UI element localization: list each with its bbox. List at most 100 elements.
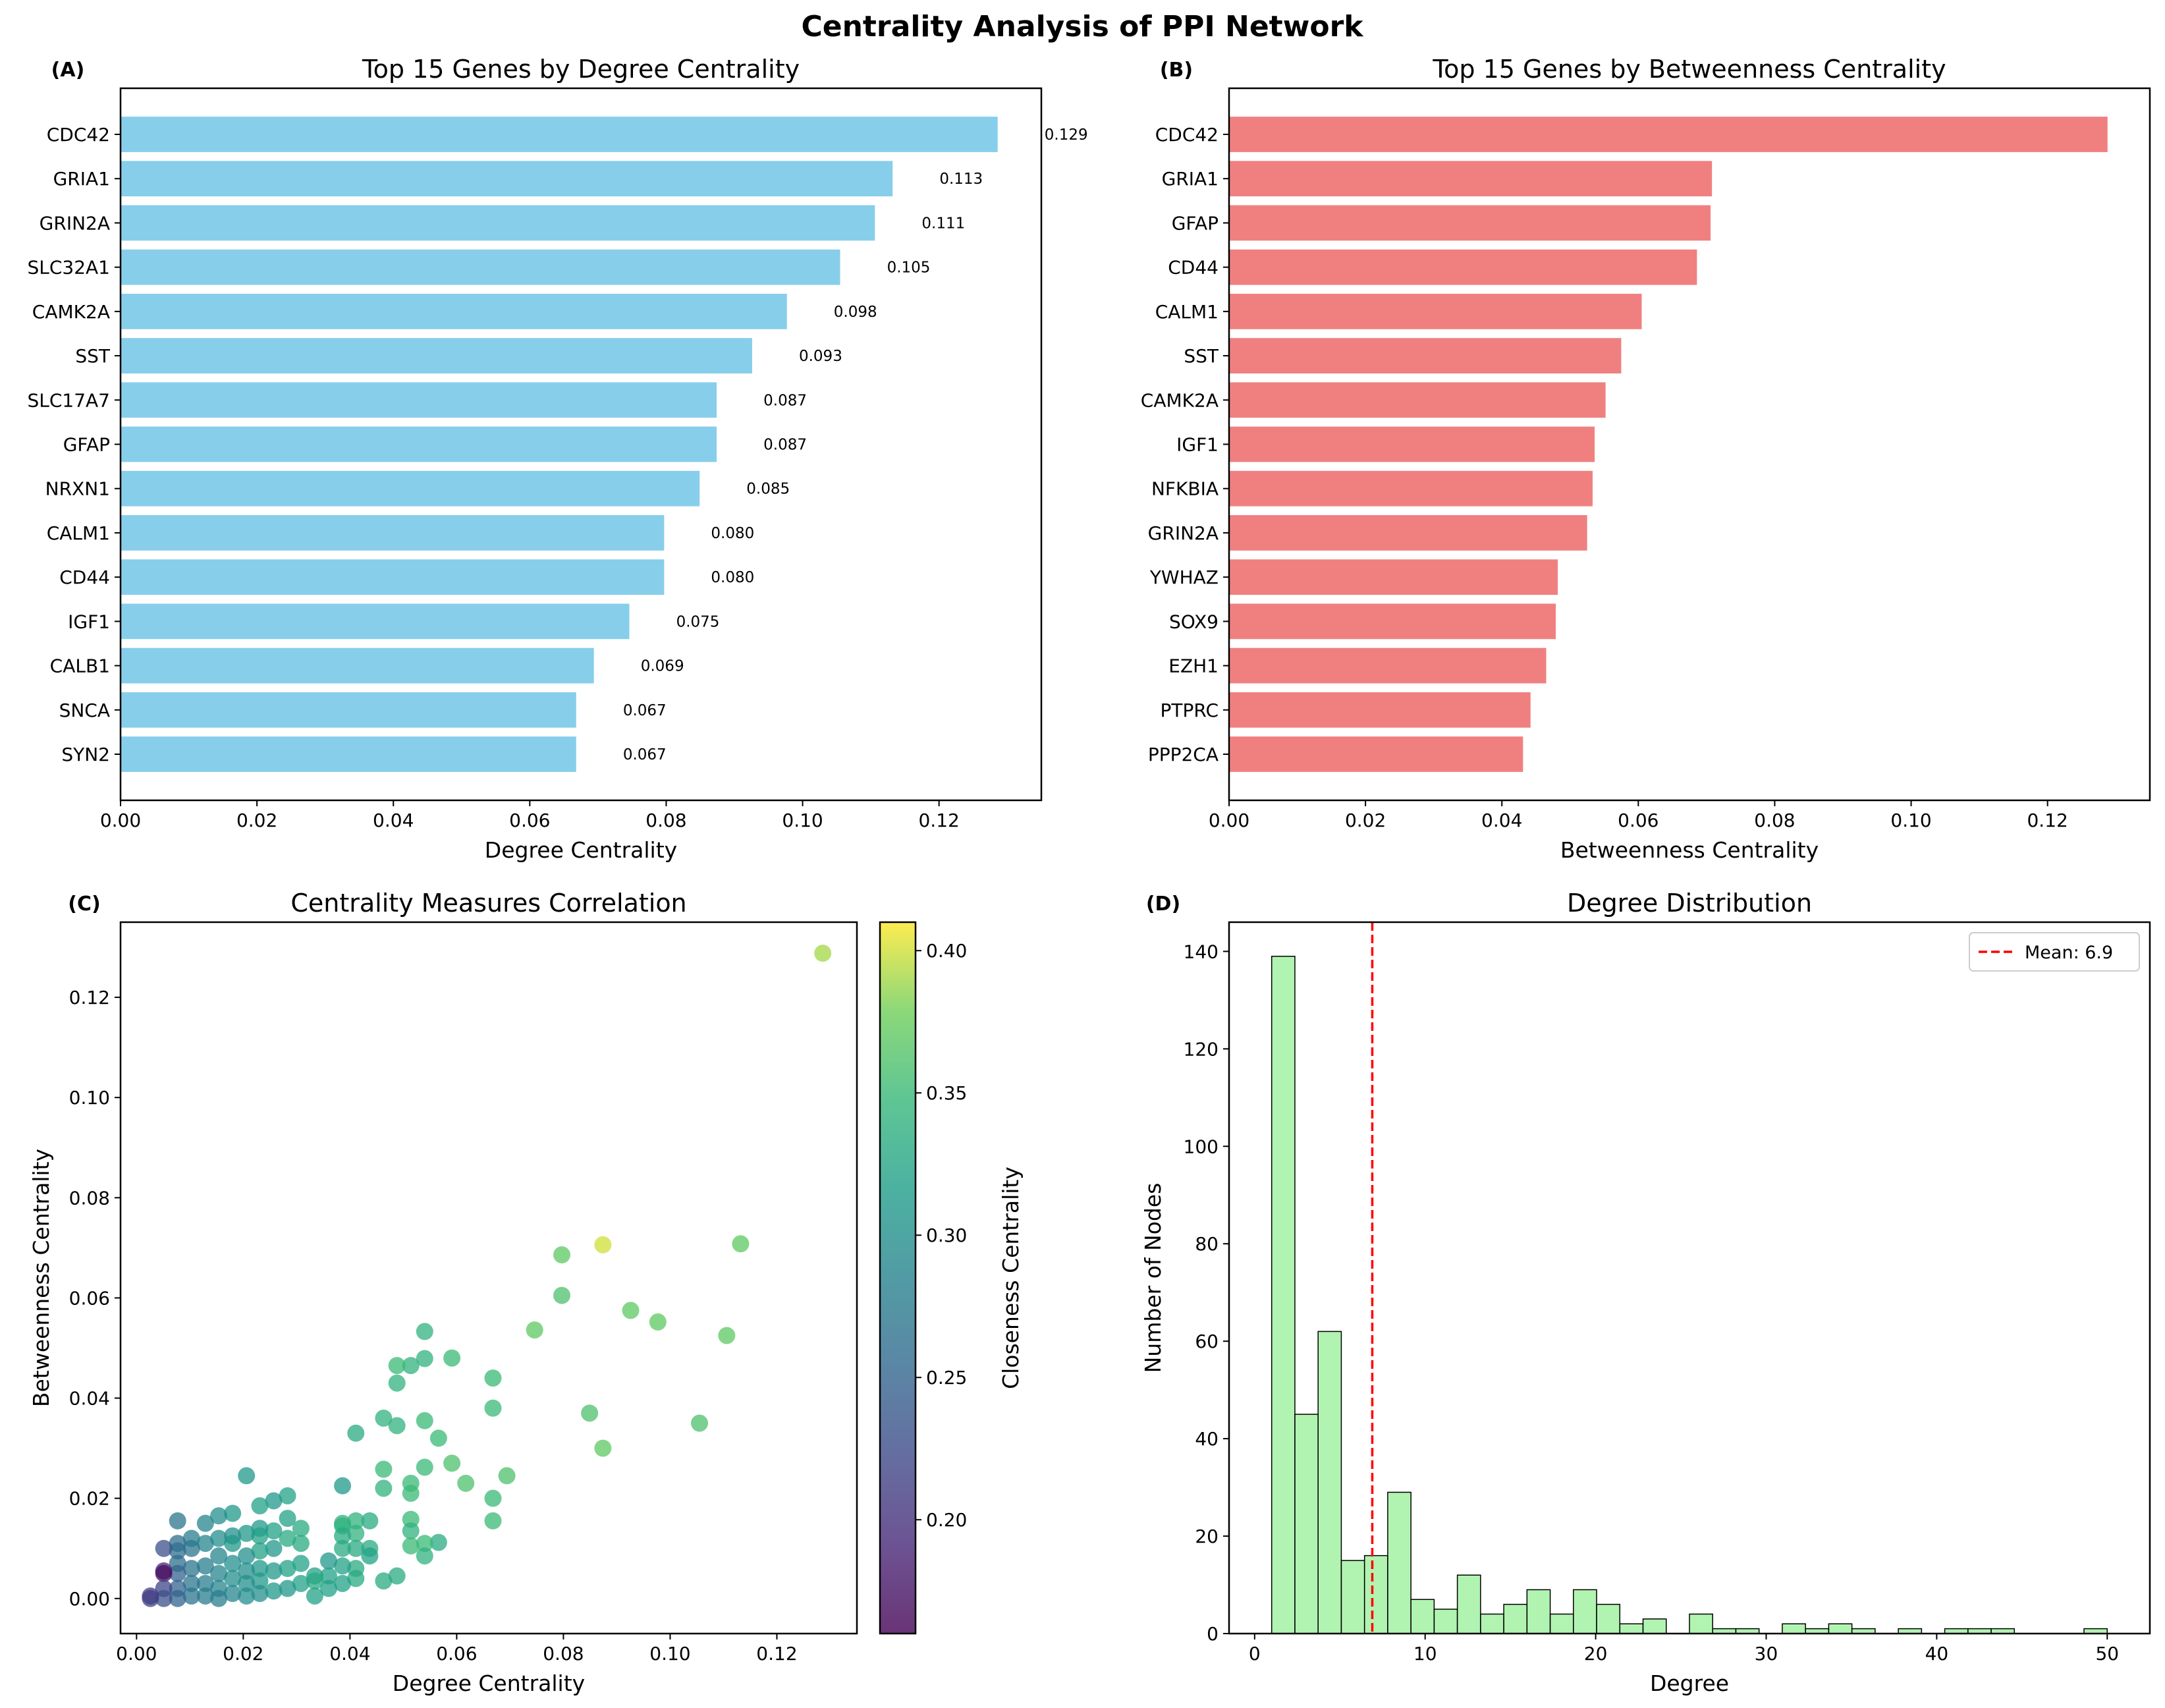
scatter-point	[279, 1560, 296, 1578]
scatter-point	[292, 1574, 310, 1592]
scatter-point	[375, 1409, 393, 1427]
scatter-point	[347, 1539, 365, 1557]
x-tick-label: 0.06	[436, 1643, 477, 1665]
scatter-point	[581, 1404, 599, 1422]
category-label: PTPRC	[1161, 700, 1219, 721]
category-label: GRIA1	[1162, 168, 1219, 190]
histogram-bar	[1410, 1599, 1435, 1634]
category-label: SLC32A1	[27, 257, 110, 279]
scatter-point	[484, 1489, 502, 1507]
panel-c-scatter-plot: 0.00 0.02 0.04 0.06 0.08 0.10 0.12 0.00 0.02 0.04…	[28, 889, 1024, 1696]
scatter-point	[169, 1564, 186, 1582]
x-tick-label: 0.12	[756, 1643, 797, 1665]
x-axis-label: Degree Centrality	[393, 1670, 585, 1696]
scatter-point	[251, 1542, 269, 1560]
axes-frame	[119, 87, 1043, 802]
histogram-bar	[1433, 1609, 1458, 1634]
scatter-point	[319, 1567, 337, 1585]
scatter-point	[196, 1557, 214, 1575]
scatter-point	[334, 1539, 352, 1557]
bar	[1229, 338, 1622, 373]
scatter-point	[649, 1313, 667, 1331]
scatter-point	[498, 1467, 516, 1485]
bar-value-label: 0.080	[711, 569, 754, 586]
scatter-point	[196, 1535, 214, 1553]
legend-label: Mean: 6.9	[2025, 943, 2113, 963]
y-tick-label: 0.10	[69, 1087, 110, 1109]
scatter-point	[169, 1542, 186, 1560]
colorbar-label: Closeness Centrality	[998, 1167, 1024, 1389]
scatter-point	[402, 1537, 420, 1555]
panel-label: (C)	[68, 893, 100, 916]
category-label: GFAP	[63, 434, 110, 456]
scatter-point	[142, 1587, 159, 1605]
scatter-point	[594, 1439, 612, 1457]
histogram-bar	[1642, 1618, 1667, 1634]
category-label: CAMK2A	[1141, 389, 1219, 411]
colorbar-tick-label: 0.30	[926, 1225, 967, 1246]
scatter-point	[347, 1424, 365, 1442]
category-label: PPP2CA	[1148, 744, 1219, 765]
category-label: SST	[75, 345, 111, 367]
scatter-point	[182, 1539, 200, 1557]
category-label: IGF1	[1176, 434, 1219, 456]
scatter-point	[416, 1535, 433, 1553]
bar	[1229, 559, 1558, 595]
x-axis-label: Degree Centrality	[485, 837, 677, 863]
bar	[121, 736, 576, 772]
category-label: GRIA1	[53, 168, 110, 190]
category-label: SST	[1184, 345, 1219, 367]
bar	[121, 382, 717, 418]
category-label: CDC42	[47, 124, 110, 146]
bar-value-label: 0.067	[623, 702, 667, 719]
panel-label: (A)	[51, 59, 85, 82]
bar	[121, 559, 665, 595]
bar-value-label: 0.085	[746, 481, 790, 498]
colorbar-tick-label: 0.20	[926, 1509, 967, 1531]
bar-value-label: 0.080	[711, 525, 754, 542]
bar	[1229, 293, 1642, 329]
bar	[1229, 647, 1547, 684]
x-tick-label: 0.02	[236, 810, 277, 831]
bar	[1229, 382, 1606, 418]
category-label: SLC17A7	[27, 389, 110, 411]
bar	[1229, 692, 1531, 728]
x-tick-label: 0.06	[509, 810, 550, 831]
scatter-point	[238, 1574, 256, 1592]
histogram-bar	[1619, 1623, 1644, 1634]
histogram-bar	[1456, 1574, 1481, 1634]
scatter-point	[347, 1570, 365, 1587]
scatter-point	[375, 1479, 393, 1497]
x-tick-label: 0.04	[373, 810, 414, 831]
scatter-point	[553, 1286, 570, 1304]
scatter-point	[388, 1374, 406, 1392]
scatter-point	[238, 1467, 256, 1485]
scatter-point	[210, 1564, 228, 1582]
scatter-point	[155, 1564, 173, 1582]
scatter-point	[526, 1321, 543, 1339]
y-axis-label: Betweenness Centrality	[28, 1149, 54, 1407]
scatter-point	[484, 1369, 502, 1387]
x-tick-label: 0	[1249, 1643, 1261, 1665]
scatter-point	[182, 1587, 200, 1605]
scatter-point	[251, 1497, 269, 1515]
bar-value-label: 0.098	[834, 304, 877, 321]
scatter-point	[265, 1492, 283, 1510]
x-tick-label: 0.08	[645, 810, 686, 831]
bar	[121, 338, 752, 373]
category-label: SOX9	[1169, 611, 1219, 632]
scatter-point	[416, 1547, 433, 1565]
category-label: CAMK2A	[32, 301, 110, 323]
bar	[1229, 426, 1595, 462]
panel-title: Degree Distribution	[1567, 889, 1812, 918]
scatter-point	[224, 1555, 242, 1572]
x-axis-label: Degree	[1650, 1670, 1729, 1696]
category-label: CALB1	[50, 655, 110, 677]
histogram-bar	[1782, 1623, 1806, 1634]
scatter-point	[347, 1512, 365, 1529]
category-label: CD44	[1168, 257, 1219, 279]
bar	[1229, 515, 1587, 551]
category-label: YWHAZ	[1149, 566, 1219, 588]
bar	[121, 470, 700, 507]
scatter-point	[691, 1414, 709, 1432]
